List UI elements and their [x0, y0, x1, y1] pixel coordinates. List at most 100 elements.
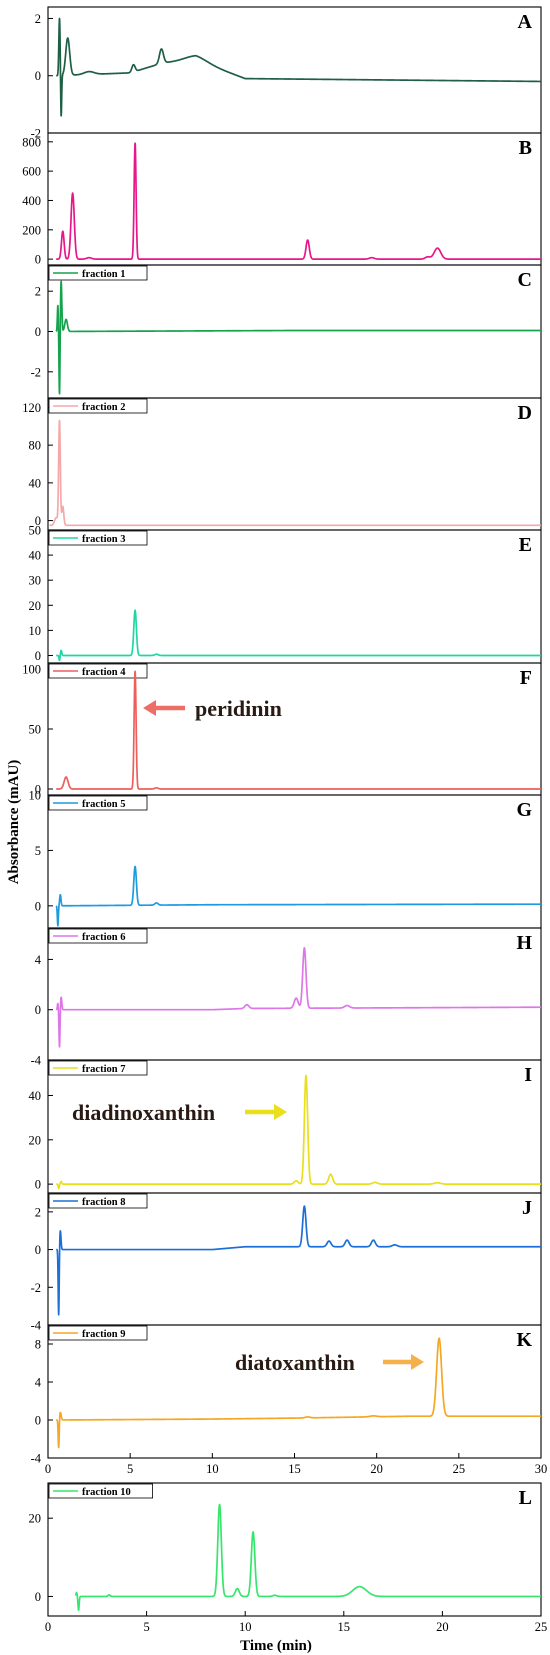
y-tick-label: 10 [29, 789, 42, 803]
y-tick-label: 50 [29, 524, 42, 538]
panel-frame [47, 1324, 542, 1459]
legend-label: fraction 8 [82, 1197, 125, 1208]
series-line-D [48, 419, 542, 527]
y-tick-label: 0 [35, 1414, 41, 1428]
y-tick-label: 20 [29, 1133, 42, 1147]
y-tick-label: 5 [35, 844, 41, 858]
panel-letter: G [516, 799, 532, 821]
legend-box [48, 1193, 148, 1209]
y-tick-label: 40 [29, 549, 42, 563]
y-tick-label: -4 [31, 1054, 42, 1068]
series-line-J [55, 1205, 542, 1316]
legend-box [48, 530, 148, 546]
panel-frame [47, 794, 542, 929]
y-tick-label: 10 [29, 624, 42, 638]
y-tick-label: 2 [35, 1205, 41, 1219]
y-tick-label: 120 [22, 401, 41, 415]
panel-frame [47, 529, 542, 664]
y-tick-label: 0 [35, 1003, 41, 1017]
y-tick-label: -2 [31, 127, 41, 141]
x-tick-label: 20 [370, 1462, 383, 1476]
legend-box [48, 1325, 148, 1341]
x-tick-label: 5 [127, 1462, 133, 1476]
y-tick-label: 2 [35, 285, 41, 299]
y-tick-label: 0 [35, 1243, 41, 1257]
legend-label: fraction 10 [82, 1487, 131, 1498]
series-line-B [55, 142, 542, 260]
annotation-label: diatoxanthin [235, 1350, 355, 1375]
y-tick-label: -2 [31, 1281, 41, 1295]
x-tick-label: 5 [143, 1620, 149, 1634]
x-axis-title: Time (min) [240, 1638, 312, 1654]
y-tick-label: 200 [22, 223, 41, 237]
legend-label: fraction 2 [82, 402, 125, 413]
legend-label: fraction 6 [82, 932, 125, 943]
y-tick-label: -4 [31, 1452, 42, 1466]
y-tick-label: 400 [22, 194, 41, 208]
x-tick-label: 15 [338, 1620, 351, 1634]
legend-box [48, 265, 148, 281]
y-tick-label: 4 [35, 1376, 42, 1390]
series-line-A [55, 17, 542, 117]
legend-box [48, 1060, 148, 1076]
y-tick-label: 20 [29, 1512, 42, 1526]
legend-box [48, 663, 148, 679]
y-tick-label: 0 [35, 1590, 41, 1604]
legend-label: fraction 9 [82, 1329, 125, 1340]
y-tick-label: 40 [29, 476, 42, 490]
annotation-label: diadinoxanthin [72, 1100, 215, 1125]
annotation-arrow-head [143, 700, 156, 716]
panel-letter: A [518, 11, 533, 33]
x-tick-label: 30 [535, 1462, 548, 1476]
y-tick-label: 0 [35, 1178, 41, 1192]
y-tick-label: 4 [35, 953, 42, 967]
annotation-arrow-head [411, 1354, 424, 1370]
x-tick-label: 0 [45, 1620, 51, 1634]
series-line-G [55, 865, 542, 927]
x-tick-label: 0 [45, 1462, 51, 1476]
annotation-arrow-head [274, 1104, 287, 1120]
panel-frame [47, 1482, 542, 1617]
panel-letter: C [518, 269, 532, 291]
panel-letter: D [518, 402, 532, 424]
y-tick-label: 0 [35, 899, 41, 913]
y-tick-label: 40 [29, 1089, 42, 1103]
legend-label: fraction 4 [82, 667, 126, 678]
y-tick-label: 0 [35, 649, 41, 663]
series-line-H [55, 947, 542, 1048]
y-tick-label: 80 [29, 439, 42, 453]
series-line-C [55, 280, 542, 395]
panel-frame [47, 132, 542, 266]
y-tick-label: 50 [29, 723, 42, 737]
panel-letter: I [524, 1064, 532, 1086]
series-line-F [55, 670, 542, 790]
panel-frame [47, 397, 542, 531]
y-tick-label: 0 [35, 253, 41, 267]
y-tick-label: 2 [35, 12, 41, 26]
y-tick-label: 600 [22, 165, 41, 179]
panel-frame [47, 927, 542, 1061]
x-tick-label: 20 [436, 1620, 449, 1634]
panel-frame [47, 6, 542, 134]
panel-letter: E [519, 534, 532, 556]
x-tick-label: 25 [535, 1620, 548, 1634]
y-tick-label: 0 [35, 69, 41, 83]
x-tick-label: 10 [239, 1620, 252, 1634]
y-tick-label: 0 [35, 514, 41, 528]
panel-frame [47, 1192, 542, 1326]
panel-frame [47, 662, 542, 796]
y-tick-label: 30 [29, 574, 42, 588]
series-line-E [55, 609, 542, 662]
panel-letter: H [516, 932, 532, 954]
y-tick-label: 0 [35, 325, 41, 339]
annotation-label: peridinin [195, 696, 282, 721]
